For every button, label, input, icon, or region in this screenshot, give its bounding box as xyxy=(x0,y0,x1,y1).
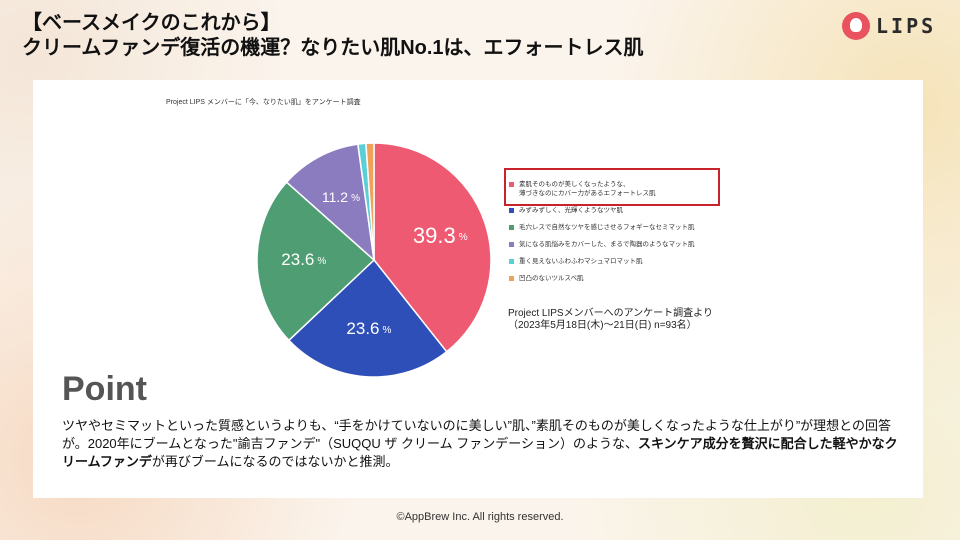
pie-slice-label-1: 23.6% xyxy=(346,320,391,339)
point-heading: Point xyxy=(62,370,147,408)
legend-swatch-2 xyxy=(509,225,514,230)
chart-title: Project LIPS メンバーに「今、なりたい肌」をアンケート調査 xyxy=(166,99,361,106)
point-body-text-b: が再びブームになるのではないかと推測。 xyxy=(151,454,399,469)
survey-source: Project LIPSメンバーへのアンケート調査より （2023年5月18日(… xyxy=(508,308,713,332)
legend-item-1: みずみずしく、光輝くようなツヤ肌 xyxy=(509,206,724,215)
legend-label-1-0: みずみずしく、光輝くようなツヤ肌 xyxy=(519,207,623,214)
point-body-text-a: ツヤやセミマットといった質感というよりも、“手をかけていないのに美しい”肌、”素… xyxy=(62,418,892,451)
pie-slice-label-2: 23.6% xyxy=(281,250,326,269)
legend-swatch-1 xyxy=(509,208,514,213)
legend-swatch-4 xyxy=(509,259,514,264)
slide-title: 【ベースメイクのこれから】 クリームファンデ復活の機運？なりたい肌No.1は、エ… xyxy=(22,11,644,61)
legend-label-4-0: 重く見えないふわふわマシュマロマット肌 xyxy=(519,258,643,265)
legend-highlight-box xyxy=(504,168,720,206)
legend-item-4: 重く見えないふわふわマシュマロマット肌 xyxy=(509,257,724,266)
slide-title-line1: 【ベースメイクのこれから】 xyxy=(22,12,281,34)
point-body-emphasis: スキンケア成分を贅沢に配合した軽やかなクリームファンデ xyxy=(62,436,898,469)
lips-logo-text: LIPS xyxy=(876,14,937,38)
pie-slice-1 xyxy=(287,258,448,378)
legend-label-3-0: 気になる肌悩みをカバーした、まるで陶器のようなマット肌 xyxy=(519,241,695,248)
legend-label-5-0: 凹凸のないツルスベ肌 xyxy=(519,275,584,282)
legend-item-5: 凹凸のないツルスベ肌 xyxy=(509,274,724,283)
legend-label-2-0: 毛穴レスで自然なツヤを感じさせるフォギーなセミマット肌 xyxy=(519,224,695,231)
pie-slice-0 xyxy=(373,142,492,353)
survey-source-line1: Project LIPSメンバーへのアンケート調査より xyxy=(508,308,713,319)
pie-slice-label-3: 11.2% xyxy=(322,189,360,205)
legend-swatch-5 xyxy=(509,276,514,281)
legend-swatch-3 xyxy=(509,242,514,247)
legend-item-0: 素肌そのものが美しくなったような、薄づきなのにカバー力があるエフォートレス肌 xyxy=(509,180,724,198)
pie-slice-2 xyxy=(256,181,376,342)
lips-logo-icon xyxy=(842,12,870,40)
legend-swatch-0 xyxy=(509,182,514,187)
survey-source-line2: （2023年5月18日(木)〜21日(日) n=93名） xyxy=(508,320,697,331)
legend-label-0-1: 薄づきなのにカバー力があるエフォートレス肌 xyxy=(519,190,656,197)
copyright-footer: ©AppBrew Inc. All rights reserved. xyxy=(396,511,564,523)
legend-label-0-0: 素肌そのものが美しくなったような、 xyxy=(519,181,630,188)
pie-slice-3 xyxy=(285,143,376,262)
legend-item-3: 気になる肌悩みをカバーした、まるで陶器のようなマット肌 xyxy=(509,240,724,249)
slide-title-line2: クリームファンデ復活の機運？なりたい肌No.1は、エフォートレス肌 xyxy=(22,37,644,59)
pie-slice-label-0: 39.3% xyxy=(413,223,468,248)
chart-legend: 素肌そのものが美しくなったような、薄づきなのにカバー力があるエフォートレス肌 みず… xyxy=(509,180,724,291)
point-body: ツヤやセミマットといった質感というよりも、“手をかけていないのに美しい”肌、”素… xyxy=(62,417,902,471)
pie-slice-5 xyxy=(365,142,375,261)
lips-logo: LIPS xyxy=(842,12,936,40)
legend-item-2: 毛穴レスで自然なツヤを感じさせるフォギーなセミマット肌 xyxy=(509,223,724,232)
